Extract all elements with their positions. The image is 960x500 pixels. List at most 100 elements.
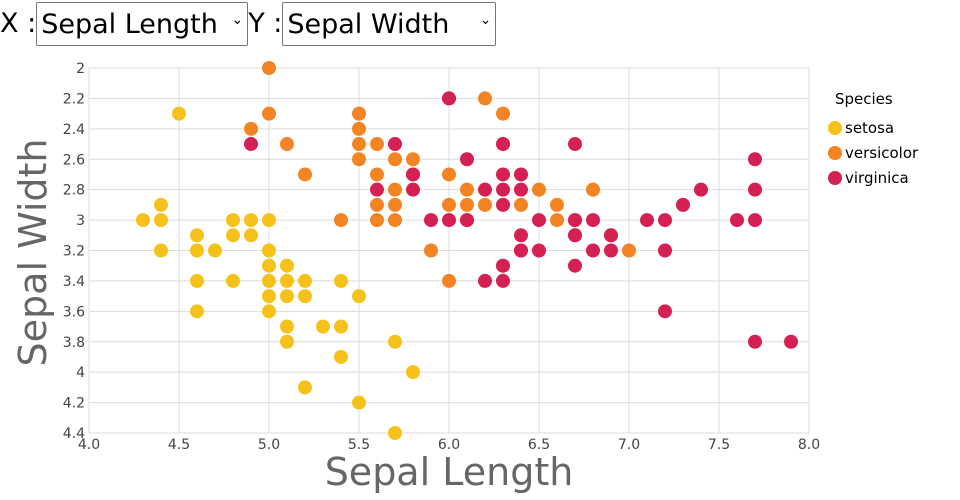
point-setosa [262,258,276,273]
point-versicolor [460,197,474,212]
point-setosa [334,349,348,364]
point-virginica [388,137,402,152]
point-virginica [442,91,456,106]
point-setosa [244,228,258,243]
point-setosa [298,289,312,304]
point-virginica [568,258,582,273]
point-virginica [478,273,492,288]
point-setosa [280,289,294,304]
point-versicolor [478,91,492,106]
point-virginica [784,334,798,349]
point-setosa [388,334,402,349]
point-setosa [208,243,222,258]
point-versicolor [442,197,456,212]
point-virginica [532,243,546,258]
point-setosa [406,365,420,380]
point-virginica [568,137,582,152]
point-versicolor [514,197,528,212]
x-axis-title: Sepal Length [325,450,574,494]
point-virginica [730,213,744,228]
point-virginica [424,213,438,228]
point-virginica [496,182,510,197]
point-setosa [154,197,168,212]
point-setosa [244,213,258,228]
point-versicolor [370,197,384,212]
point-setosa [388,426,402,440]
point-virginica [748,182,762,197]
point-setosa [154,213,168,228]
y-tick-label: 2.4 [63,122,85,138]
x-tick-label: 6.0 [438,437,460,453]
point-setosa [190,304,204,319]
point-virginica [406,167,420,182]
point-setosa [226,228,240,243]
point-setosa [352,289,366,304]
y-tick-label: 4.4 [63,426,85,442]
point-versicolor [532,182,546,197]
point-versicolor [280,137,294,152]
point-versicolor [424,243,438,258]
point-versicolor [370,137,384,152]
legend-swatch-virginica [828,171,842,185]
point-setosa [226,213,240,228]
x-axis-label: X : [0,8,37,39]
legend-swatch-setosa [828,121,842,135]
point-virginica [514,167,528,182]
point-virginica [514,243,528,258]
point-versicolor [370,167,384,182]
y-tick-label: 3.6 [63,304,85,320]
point-virginica [694,182,708,197]
point-virginica [676,197,690,212]
point-setosa [316,319,330,334]
point-versicolor [460,182,474,197]
point-setosa [280,273,294,288]
legend-label-setosa: setosa [845,119,894,137]
point-virginica [496,167,510,182]
point-virginica [604,228,618,243]
y-axis-ticks: 2 2.2 2.4 2.6 2.8 3 3.2 3.4 3.6 3.8 4 4.2 4.4 [63,61,85,442]
point-versicolor [622,243,636,258]
x-tick-label: 8.0 [798,437,820,453]
point-setosa [262,273,276,288]
point-setosa [334,273,348,288]
y-tick-label: 3.4 [63,274,85,290]
point-setosa [190,228,204,243]
x-tick-label: 5.0 [258,437,280,453]
y-tick-label: 3 [76,213,85,229]
point-setosa [334,319,348,334]
point-setosa [172,106,186,121]
point-virginica [460,152,474,167]
point-virginica [442,213,456,228]
data-points [136,61,798,440]
point-versicolor [388,213,402,228]
point-setosa [262,213,276,228]
y-tick-label: 2 [76,61,85,77]
point-setosa [226,273,240,288]
x-tick-label: 6.5 [528,437,550,453]
point-versicolor [478,197,492,212]
legend-swatch-versicolor [828,146,842,160]
point-virginica [478,182,492,197]
point-virginica [658,213,672,228]
point-setosa [280,258,294,273]
point-virginica [748,152,762,167]
point-versicolor [352,106,366,121]
point-versicolor [262,61,276,75]
point-versicolor [370,213,384,228]
point-setosa [298,380,312,395]
point-versicolor [352,152,366,167]
point-versicolor [262,106,276,121]
y-tick-label: 3.8 [63,335,85,351]
y-tick-label: 2.8 [63,183,85,199]
point-setosa [136,213,150,228]
point-versicolor [388,197,402,212]
x-tick-label: 4.0 [78,437,100,453]
point-setosa [262,243,276,258]
x-axis-ticks: 4.0 4.5 5.0 5.5 6.0 6.5 7.0 7.5 8.0 [78,437,820,453]
